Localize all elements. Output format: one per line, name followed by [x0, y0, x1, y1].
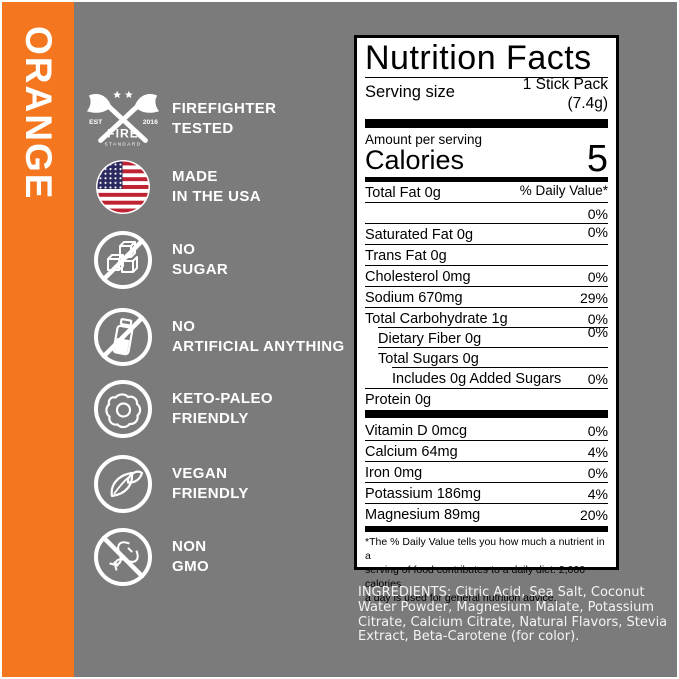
- nutrition-row-dietary-fiber: Dietary Fiber 0g 0%: [365, 324, 608, 349]
- thick-divider: [365, 410, 608, 419]
- nutrient-name: Dietary Fiber 0g: [378, 330, 482, 347]
- nutrient-name: Total Sugars 0g: [378, 350, 479, 367]
- calories-label: Calories: [365, 145, 465, 175]
- calories-value: 5: [586, 137, 608, 180]
- daily-value-footnote: *The % Daily Value tells you how much a …: [365, 536, 605, 605]
- nutrition-row-iron: Iron 0mg 0%: [365, 462, 608, 484]
- nutrient-name: Iron 0mg: [365, 464, 423, 481]
- no-sugar-icon: [84, 228, 162, 292]
- badge-label: KETO-PALEO FRIENDLY: [172, 390, 273, 427]
- amount-per-serving-label: Amount per serving: [365, 131, 483, 147]
- fried-egg-icon: [84, 377, 162, 441]
- calories-row: Calories 5: [365, 137, 608, 180]
- nutrient-name: Trans Fat 0g: [365, 247, 447, 264]
- nutrient-name: Protein 0g: [365, 391, 432, 408]
- nutrition-row-trans-fat: Trans Fat 0g: [365, 245, 608, 267]
- badge-keto-paleo-friendly: KETO-PALEO FRIENDLY: [84, 377, 273, 441]
- nutrient-value: 29%: [579, 289, 608, 306]
- nutrient-name: Total Fat 0g: [365, 184, 441, 201]
- nutrient-value: 0%: [587, 268, 608, 285]
- nutrition-row-cholesterol: Cholesterol 0mg 0%: [365, 266, 608, 288]
- badge-vegan-friendly: VEGAN FRIENDLY: [84, 452, 249, 516]
- nutrient-value: 4%: [587, 485, 608, 502]
- nutrient-value: 0%: [587, 205, 608, 222]
- nutrient-name: Cholesterol 0mg: [365, 268, 471, 285]
- badge-no-sugar: NO SUGAR: [84, 228, 228, 292]
- daily-value-header: % Daily Value*: [519, 182, 608, 198]
- serving-size-row: Serving size 1 Stick Pack (7.4g): [365, 76, 608, 116]
- nutrition-row-total-carbohydrate: Total Carbohydrate 1g 0%: [365, 308, 608, 329]
- badge-non-gmo: NON GMO: [84, 525, 209, 589]
- nutrient-name: Magnesium 89mg: [365, 506, 481, 523]
- leaves-icon: [84, 452, 162, 516]
- badge-firefighter-tested: EST 2016 FIRE STANDARD FIREFIGHTER TESTE…: [84, 86, 276, 152]
- no-artificial-bottle-icon: [84, 305, 162, 369]
- nutrient-value: 20%: [579, 506, 608, 523]
- serving-size-value: 1 Stick Pack (7.4g): [522, 76, 608, 112]
- svg-text:STANDARD: STANDARD: [104, 141, 141, 146]
- nutrition-row-saturated-fat: Saturated Fat 0g 0%: [365, 223, 608, 246]
- nutrition-facts-panel: Nutrition Facts Serving size 1 Stick Pac…: [354, 35, 619, 604]
- serving-size-label: Serving size: [365, 83, 455, 102]
- nutrient-value: 0%: [587, 223, 608, 240]
- nutrition-row-total-sugars: Total Sugars 0g: [365, 348, 608, 369]
- flavor-stripe: ORANGE: [2, 2, 74, 677]
- nutrition-row-total-fat: Total Fat 0g % Daily Value*: [365, 182, 608, 204]
- medium-divider: [365, 177, 608, 183]
- nutrient-value: 0%: [587, 464, 608, 481]
- nutrition-row-total-fat-percent: 0%: [365, 203, 608, 225]
- badge-label: NON GMO: [172, 538, 210, 575]
- nutrition-row-vitamin-d: Vitamin D 0mcg 0%: [365, 420, 608, 442]
- nutrient-name: Potassium 186mg: [365, 485, 482, 502]
- thick-divider: [365, 118, 608, 128]
- nutrient-name: Sodium 670mg: [365, 289, 463, 306]
- nutrition-facts-title: Nutrition Facts: [365, 39, 592, 77]
- nutrient-name: Calcium 64mg: [365, 443, 458, 460]
- nutrient-value: 4%: [587, 443, 608, 460]
- badge-label: FIREFIGHTER TESTED: [172, 100, 277, 137]
- badge-label: NO SUGAR: [172, 241, 229, 278]
- badge-label: NO ARTIFICIAL ANYTHING: [172, 318, 345, 355]
- nutrient-value: 0%: [587, 370, 608, 387]
- no-gmo-dna-icon: [84, 525, 162, 589]
- nutrient-value: 0%: [587, 310, 608, 327]
- nutrient-value: 0%: [587, 422, 608, 439]
- svg-text:2016: 2016: [143, 119, 158, 126]
- badge-label: VEGAN FRIENDLY: [172, 465, 249, 502]
- nutrition-row-added-sugars: Includes 0g Added Sugars 0%: [365, 368, 608, 390]
- nutrient-value: 0%: [587, 323, 608, 340]
- crossed-axes-icon: EST 2016 FIRE STANDARD: [84, 86, 162, 152]
- svg-text:FIRE: FIRE: [107, 127, 139, 141]
- nutrient-name: Total Carbohydrate 1g: [365, 310, 508, 327]
- divider: [365, 77, 608, 79]
- thick-divider: [365, 526, 608, 533]
- nutrition-row-sodium: Sodium 670mg 29%: [365, 287, 608, 309]
- nutrition-row-potassium: Potassium 186mg 4%: [365, 483, 608, 505]
- nutrition-row-magnesium: Magnesium 89mg 20%: [365, 504, 608, 524]
- nutrition-row-protein: Protein 0g: [365, 389, 608, 409]
- nutrition-row-calcium: Calcium 64mg 4%: [365, 441, 608, 463]
- nutrient-name: Vitamin D 0mcg: [365, 422, 468, 439]
- badge-no-artificial-anything: NO ARTIFICIAL ANYTHING: [84, 305, 345, 369]
- nutrient-name: Includes 0g Added Sugars: [392, 370, 562, 387]
- badge-label: MADE IN THE USA: [172, 168, 262, 205]
- svg-text:EST: EST: [89, 119, 103, 126]
- nutrient-name: Saturated Fat 0g: [365, 226, 474, 243]
- usa-flag-icon: [84, 158, 162, 216]
- flavor-name: ORANGE: [18, 26, 59, 201]
- ingredients-text: INGREDIENTS: Citric Acid, Sea Salt, Coco…: [358, 585, 668, 645]
- badge-made-in-usa: MADE IN THE USA: [84, 158, 261, 216]
